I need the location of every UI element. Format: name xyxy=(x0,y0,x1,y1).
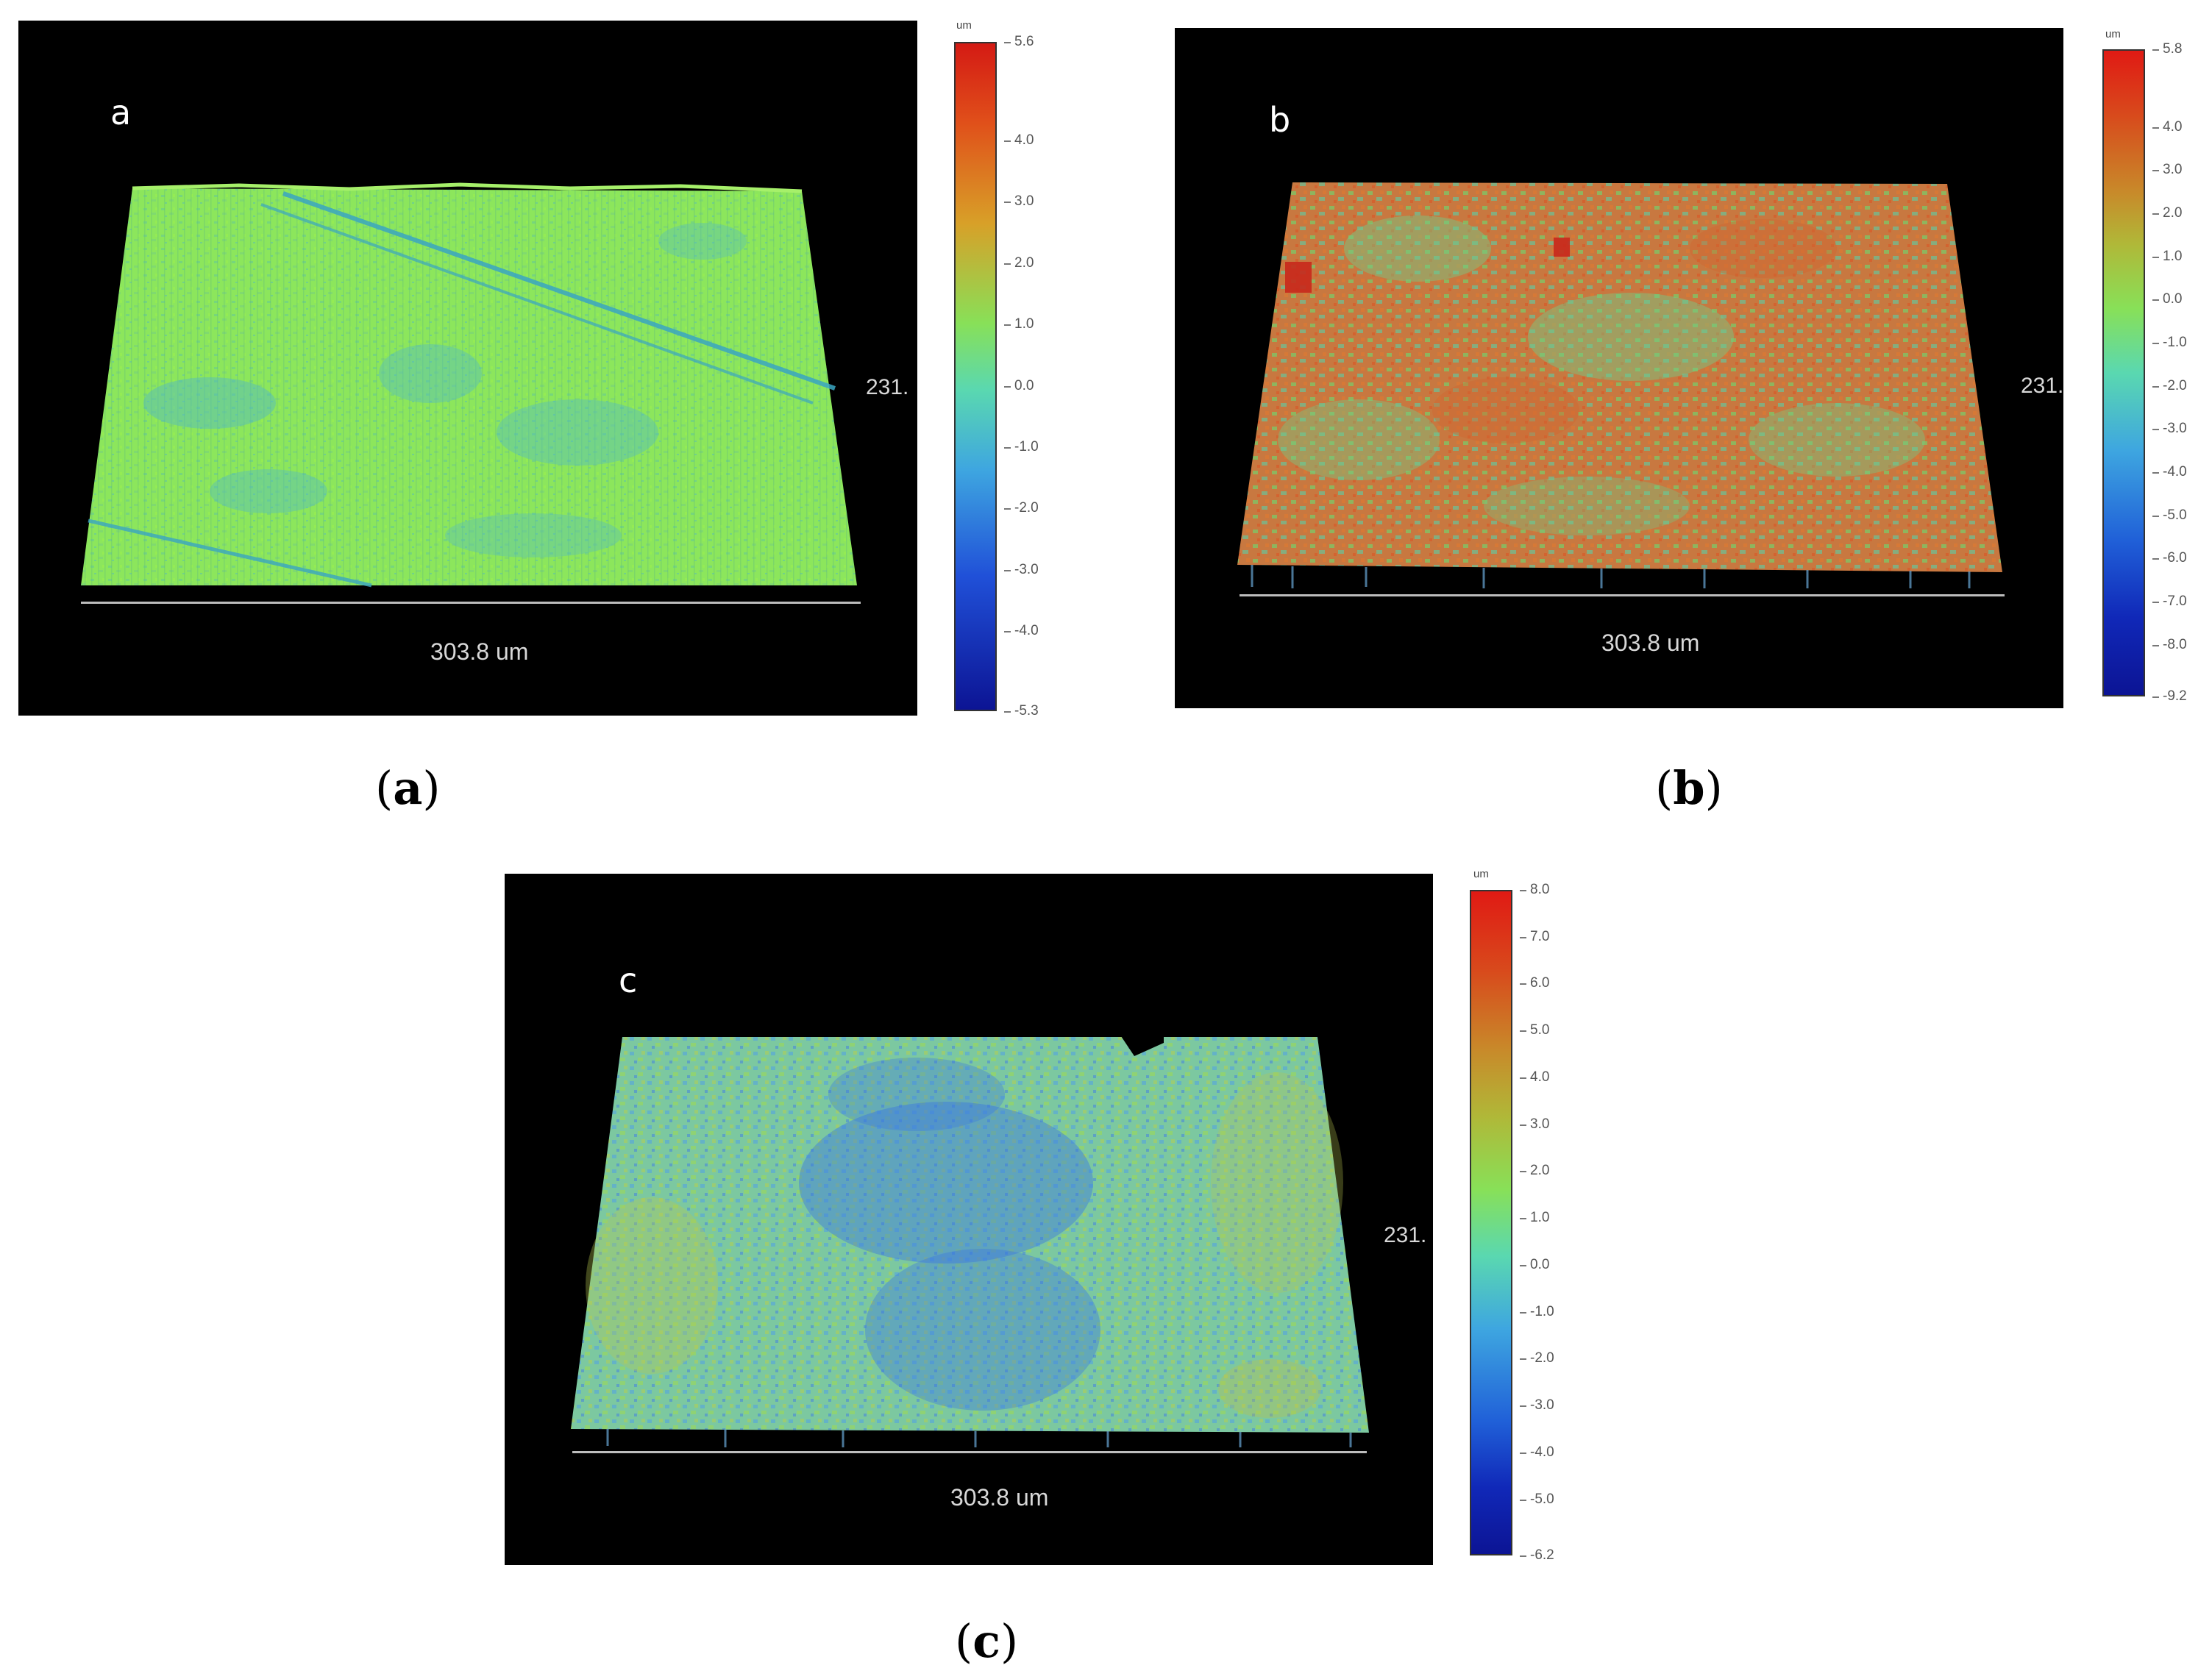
colorbar-unit: um xyxy=(1473,868,1489,880)
panel-letter: c xyxy=(619,960,638,1000)
scale-bar xyxy=(572,1451,1367,1453)
surface-map-a xyxy=(81,182,857,588)
colorbar-unit: um xyxy=(2105,28,2121,40)
colorbar-tick-label: 1.0 xyxy=(1003,316,1034,332)
colorbar-tick-label: 1.0 xyxy=(2152,248,2183,264)
colorbar-tick-label: -6.2 xyxy=(1520,1547,1554,1563)
colorbar-tick-label: 0.0 xyxy=(1003,377,1034,393)
scale-bar xyxy=(1240,594,2005,596)
surface-panel-c: c 231. 303.8 um xyxy=(505,874,1433,1565)
colorbar-tick-label: 4.0 xyxy=(1519,1069,1550,1085)
colorbar-tick-label: 3.0 xyxy=(1003,193,1034,210)
surface-panel-a: a 231. 303.8 um xyxy=(18,21,917,716)
colorbar-tick-label: -8.0 xyxy=(2152,636,2187,652)
colorbar-tick-label: -2.0 xyxy=(2152,377,2187,393)
surface-map-c xyxy=(571,1031,1369,1447)
colorbar-tick-label: -9.2 xyxy=(2152,688,2187,704)
scale-label: 303.8 um xyxy=(430,638,529,665)
colorbar-tick-label: -6.0 xyxy=(2152,550,2187,566)
colorbar-tick-label: -1.0 xyxy=(2152,334,2187,350)
colorbar-tick-label: -5.0 xyxy=(2152,507,2187,523)
colorbar-tick-label: -3.0 xyxy=(1004,561,1039,577)
colorbar-c xyxy=(1470,890,1512,1555)
colorbar-tick-label: 4.0 xyxy=(2152,118,2183,135)
colorbar-tick-label: -1.0 xyxy=(1004,439,1039,455)
caption-letter: a xyxy=(393,761,423,815)
colorbar-tick-label: -2.0 xyxy=(1004,500,1039,516)
colorbar-tick-label: 5.0 xyxy=(1519,1022,1550,1038)
colorbar-tick-label: 2.0 xyxy=(1003,254,1034,271)
colorbar-tick-label: 7.0 xyxy=(1519,928,1550,944)
colorbar-tick-label: 5.6 xyxy=(1003,34,1034,49)
colorbar-tick-label: -3.0 xyxy=(1520,1397,1554,1414)
width-label: 231. xyxy=(2021,374,2063,398)
caption-letter: c xyxy=(972,1614,1000,1668)
colorbar-tick-label: 5.8 xyxy=(2152,41,2183,57)
colorbar-tick-label: 4.0 xyxy=(1003,132,1034,148)
scale-label: 303.8 um xyxy=(950,1484,1049,1511)
colorbar-tick-label: -5.0 xyxy=(1520,1491,1554,1507)
surface-map-b xyxy=(1237,182,2002,588)
scale-bar xyxy=(81,602,861,604)
scale-label: 303.8 um xyxy=(1601,630,1700,656)
colorbar-tick-label: 6.0 xyxy=(1519,975,1550,991)
colorbar-tick-label: -5.3 xyxy=(1004,703,1039,719)
panel-letter: a xyxy=(110,93,132,132)
caption-a: (a) xyxy=(375,761,441,815)
colorbar-unit: um xyxy=(956,19,972,32)
colorbar-a xyxy=(954,42,997,711)
colorbar-tick-label: 3.0 xyxy=(2152,162,2183,178)
colorbar-tick-label: 0.0 xyxy=(1519,1256,1550,1272)
surface-panel-b: b 231. 303.8 um xyxy=(1175,28,2063,708)
caption-c: (c) xyxy=(955,1614,1019,1668)
colorbar-tick-label: 2.0 xyxy=(1519,1163,1550,1179)
colorbar-b xyxy=(2102,49,2145,696)
colorbar-tick-label: 2.0 xyxy=(2152,204,2183,221)
colorbar-tick-label: 8.0 xyxy=(1519,882,1550,897)
caption-b: (b) xyxy=(1655,761,1723,815)
colorbar-tick-label: -4.0 xyxy=(2152,463,2187,480)
colorbar-tick-label: -7.0 xyxy=(2152,593,2187,609)
colorbar-tick-label: 0.0 xyxy=(2152,291,2183,307)
colorbar-tick-label: -2.0 xyxy=(1520,1350,1554,1366)
colorbar-tick-label: -4.0 xyxy=(1520,1444,1554,1460)
caption-letter: b xyxy=(1673,761,1705,815)
width-label: 231. xyxy=(866,375,909,399)
colorbar-tick-label: -1.0 xyxy=(1520,1303,1554,1319)
width-label: 231. xyxy=(1384,1223,1427,1247)
colorbar-tick-label: 1.0 xyxy=(1519,1210,1550,1226)
colorbar-tick-label: -4.0 xyxy=(1004,623,1039,639)
colorbar-tick-label: 3.0 xyxy=(1519,1116,1550,1132)
panel-letter: b xyxy=(1269,100,1291,140)
colorbar-tick-label: -3.0 xyxy=(2152,421,2187,437)
